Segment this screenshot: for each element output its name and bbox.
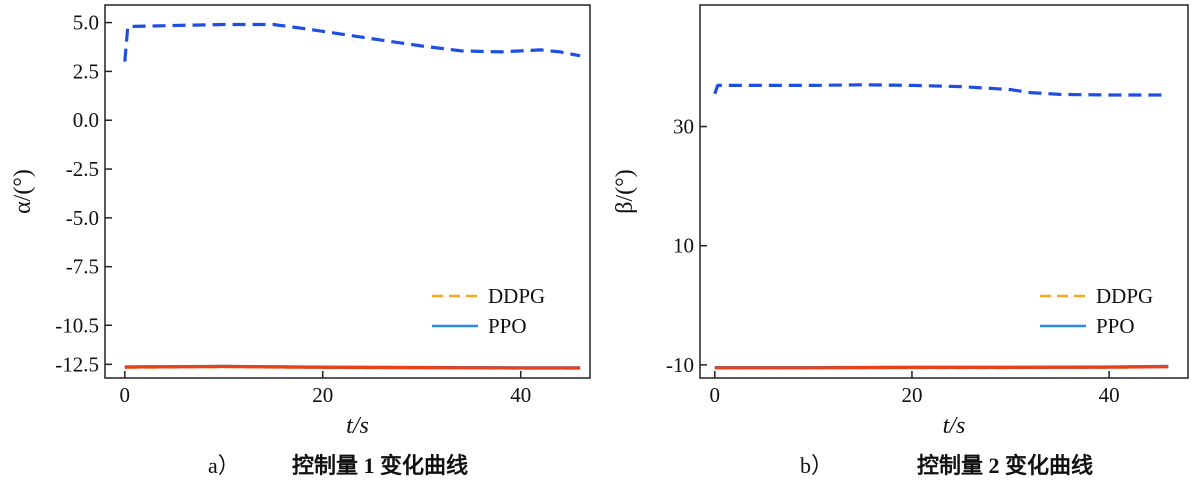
panel-label: a） <box>208 453 240 478</box>
y-axis-title: α/(°) <box>10 169 36 214</box>
plot-frame <box>104 4 591 379</box>
plot-frame <box>699 4 1189 379</box>
y-tick-label: -7.5 <box>66 255 99 279</box>
panel-caption: 控制量 1 变化曲线 <box>292 453 468 478</box>
y-tick-label: 10 <box>673 234 694 258</box>
series-line-ce8411c <box>714 365 1169 370</box>
y-tick-label: -12.5 <box>55 352 99 376</box>
x-tick-label: 0 <box>710 383 721 407</box>
y-tick-label: 30 <box>673 115 694 139</box>
y-tick-label: 5.0 <box>73 11 99 35</box>
x-axis-title: t/s <box>346 413 369 439</box>
y-tick-label: 2.5 <box>73 59 99 83</box>
series-line-c1f4fe0 <box>123 22 581 62</box>
series-line-ce8411c <box>124 364 581 370</box>
legend-label-ddpg: DDPG <box>488 284 545 308</box>
x-tick-label: 20 <box>312 383 333 407</box>
x-axis-title: t/s <box>943 413 966 439</box>
x-tick-label: 40 <box>510 383 531 407</box>
panel-a: 5.0 2.5 0.0 -2.5 -5.0 -7.5 -10.5 -12.5 0 20 40 DDPG… <box>10 4 591 478</box>
x-tick-label: 0 <box>120 383 131 407</box>
legend-label-ppo: PPO <box>488 314 527 338</box>
y-tick-label: -2.5 <box>66 157 99 181</box>
series-line-c1f4fe0 <box>713 83 1169 97</box>
x-tick-label: 20 <box>901 383 922 407</box>
y-tick-label: 0.0 <box>73 108 99 132</box>
legend-label-ddpg: DDPG <box>1096 284 1153 308</box>
x-tick-label: 40 <box>1099 383 1120 407</box>
panel-caption: 控制量 2 变化曲线 <box>917 453 1093 478</box>
y-axis-title: β/(°) <box>612 169 638 213</box>
y-tick-label: -10 <box>666 353 694 377</box>
panel-label: b） <box>800 453 833 478</box>
y-tick-label: -10.5 <box>55 313 99 337</box>
y-tick-label: -5.0 <box>66 206 99 230</box>
panel-b: 30 10 -10 0 20 40 DDPG PPO t/s β/(°) b） 控制量 2 变化曲线 <box>612 4 1189 478</box>
legend-label-ppo: PPO <box>1096 314 1135 338</box>
